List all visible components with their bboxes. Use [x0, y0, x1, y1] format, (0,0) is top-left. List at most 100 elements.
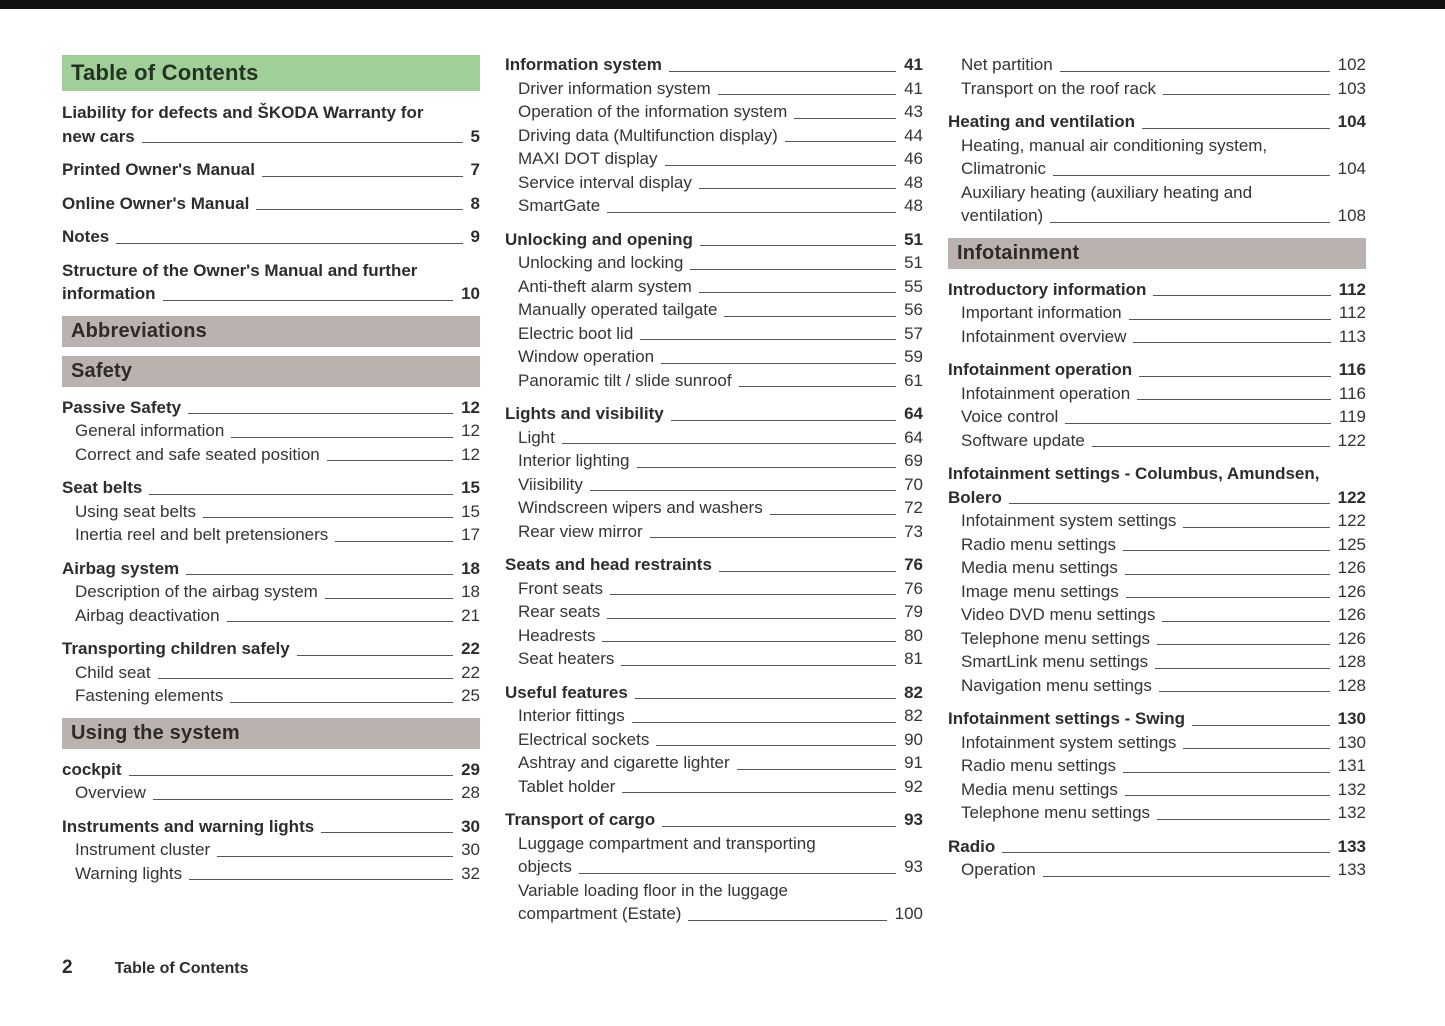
toc-entry[interactable]: Video DVD menu settings 126 — [948, 603, 1366, 627]
toc-entry[interactable]: Infotainment system settings 130 — [948, 731, 1366, 755]
toc-entry[interactable]: SmartGate 48 — [505, 194, 923, 218]
toc-entry[interactable]: Service interval display 48 — [505, 171, 923, 195]
toc-entry[interactable]: Window operation 59 — [505, 345, 923, 369]
toc-entry[interactable]: Infotainment overview 113 — [948, 325, 1366, 349]
toc-entry[interactable]: Introductory information 112 — [948, 278, 1366, 302]
toc-entry[interactable]: Seat belts 15 — [62, 476, 480, 500]
toc-entry[interactable]: Electric boot lid 57 — [505, 322, 923, 346]
toc-entry[interactable]: Telephone menu settings 132 — [948, 801, 1366, 825]
toc-entry-label: Infotainment overview — [961, 326, 1127, 346]
toc-entry[interactable]: Seat heaters 81 — [505, 647, 923, 671]
toc-entry[interactable]: Media menu settings 126 — [948, 556, 1366, 580]
page-number: 9 — [470, 227, 480, 246]
toc-entry[interactable]: Voice control 119 — [948, 405, 1366, 429]
toc-entry[interactable]: Electrical sockets 90 — [505, 728, 923, 752]
toc-entry[interactable]: Ashtray and cigarette lighter 91 — [505, 751, 923, 775]
toc-entry[interactable]: Tablet holder 92 — [505, 775, 923, 799]
toc-entry[interactable]: Airbag system 18 — [62, 557, 480, 581]
toc-entry[interactable]: MAXI DOT display 46 — [505, 147, 923, 171]
toc-entry[interactable]: Operation of the information system 43 — [505, 100, 923, 124]
toc-entry[interactable]: Child seat 22 — [62, 661, 480, 685]
toc-entry[interactable]: Information system 41 — [505, 53, 923, 77]
toc-entry[interactable]: Interior lighting 69 — [505, 449, 923, 473]
toc-entry[interactable]: Driving data (Multifunction display) 44 — [505, 124, 923, 148]
toc-entry[interactable]: Unlocking and locking 51 — [505, 251, 923, 275]
toc-entry[interactable]: Windscreen wipers and washers 72 — [505, 496, 923, 520]
toc-entry[interactable]: SmartLink menu settings 128 — [948, 650, 1366, 674]
toc-entry[interactable]: Auxiliary heating (auxiliary heating and… — [948, 181, 1366, 228]
toc-entry[interactable]: Infotainment operation 116 — [948, 358, 1366, 382]
toc-entry[interactable]: Viisibility 70 — [505, 473, 923, 497]
toc-entry[interactable]: Fastening elements 25 — [62, 684, 480, 708]
toc-entry[interactable]: Interior fittings 82 — [505, 704, 923, 728]
page-number: 15 — [461, 501, 480, 521]
toc-entry[interactable]: Front seats 76 — [505, 577, 923, 601]
toc-entry[interactable]: Unlocking and opening 51 — [505, 228, 923, 252]
toc-entry[interactable]: Media menu settings 132 — [948, 778, 1366, 802]
toc-entry[interactable]: Heating and ventilation 104 — [948, 110, 1366, 134]
toc-entry[interactable]: Light 64 — [505, 426, 923, 450]
toc-entry[interactable]: Seats and head restraints 76 — [505, 553, 923, 577]
toc-entry[interactable]: Liability for defects and ŠKODA Warranty… — [62, 101, 480, 148]
toc-entry[interactable]: Infotainment system settings 122 — [948, 509, 1366, 533]
page-number: 48 — [904, 196, 923, 215]
toc-entry[interactable]: Radio 133 — [948, 835, 1366, 859]
toc-entry[interactable]: Rear seats 79 — [505, 600, 923, 624]
leader-line — [149, 493, 454, 495]
toc-entry[interactable]: Driver information system 41 — [505, 77, 923, 101]
toc-entry[interactable]: General information 12 — [62, 419, 480, 443]
leader-line — [1133, 342, 1331, 343]
toc-entry[interactable]: Correct and safe seated position 12 — [62, 443, 480, 467]
toc-entry[interactable]: Transporting children safely 22 — [62, 637, 480, 661]
toc-entry[interactable]: Important information 112 — [948, 301, 1366, 325]
leader-line — [690, 268, 897, 270]
toc-entry[interactable]: Net partition 102 — [948, 53, 1366, 77]
toc-entry[interactable]: Transport of cargo 93 — [505, 808, 923, 832]
toc-entry[interactable]: Image menu settings 126 — [948, 580, 1366, 604]
toc-entry[interactable]: Instruments and warning lights 30 — [62, 815, 480, 839]
toc-entry[interactable]: Using seat belts 15 — [62, 500, 480, 524]
toc-entry[interactable]: Infotainment operation 116 — [948, 382, 1366, 406]
toc-group: Infotainment settings - Columbus, Amunds… — [948, 462, 1366, 697]
toc-entry[interactable]: Structure of the Owner's Manual and furt… — [62, 259, 480, 306]
toc-entry[interactable]: Transport on the roof rack 103 — [948, 77, 1366, 101]
toc-entry[interactable]: Anti-theft alarm system 55 — [505, 275, 923, 299]
leader-line — [1124, 573, 1330, 575]
toc-entry[interactable]: Telephone menu settings 126 — [948, 627, 1366, 651]
toc-entry[interactable]: Rear view mirror 73 — [505, 520, 923, 544]
toc-entry[interactable]: Inertia reel and belt pretensioners 17 — [62, 523, 480, 547]
toc-entry[interactable]: Manually operated tailgate 56 — [505, 298, 923, 322]
toc-entry[interactable]: Navigation menu settings 128 — [948, 674, 1366, 698]
toc-entry-label: Front seats — [518, 578, 604, 598]
toc-entry[interactable]: Heating, manual air conditioning system,… — [948, 134, 1366, 181]
toc-entry[interactable]: Notes 9 — [62, 225, 480, 249]
toc-entry-label: Infotainment operation — [961, 383, 1131, 403]
toc-entry[interactable]: Software update 122 — [948, 429, 1366, 453]
toc-entry[interactable]: Radio menu settings 131 — [948, 754, 1366, 778]
toc-entry[interactable]: Airbag deactivation 21 — [62, 604, 480, 628]
toc-entry[interactable]: Useful features 82 — [505, 681, 923, 705]
toc-entry[interactable]: Luggage compartment and transporting obje… — [505, 832, 923, 879]
leader-line — [128, 775, 454, 776]
toc-entry[interactable]: Passive Safety 12 — [62, 396, 480, 420]
toc-entry[interactable]: Infotainment settings - Swing 130 — [948, 707, 1366, 731]
toc-entry[interactable]: Overview 28 — [62, 781, 480, 805]
toc-entry[interactable]: Lights and visibility 64 — [505, 402, 923, 426]
toc-entry[interactable]: cockpit 29 — [62, 758, 480, 782]
leader-line — [1125, 597, 1330, 598]
toc-entry[interactable]: Radio menu settings 125 — [948, 533, 1366, 557]
toc-entry[interactable]: Instrument cluster 30 — [62, 838, 480, 862]
toc-entry[interactable]: Headrests 80 — [505, 624, 923, 648]
toc-entry[interactable]: Operation 133 — [948, 858, 1366, 882]
page-number: 70 — [904, 474, 923, 494]
toc-entry[interactable]: Online Owner's Manual 8 — [62, 192, 480, 216]
toc-entry-label: Electric boot lid — [518, 323, 634, 343]
toc-entry[interactable]: Variable loading floor in the luggage com… — [505, 879, 923, 926]
leader-line — [602, 641, 897, 642]
toc-entry[interactable]: Printed Owner's Manual 7 — [62, 158, 480, 182]
toc-entry[interactable]: Panoramic tilt / slide sunroof 61 — [505, 369, 923, 393]
toc-entry[interactable]: Description of the airbag system 18 — [62, 580, 480, 604]
toc-entry[interactable]: Infotainment settings - Columbus, Amunds… — [948, 462, 1366, 509]
page-number: 93 — [904, 857, 923, 876]
toc-entry[interactable]: Warning lights 32 — [62, 862, 480, 886]
